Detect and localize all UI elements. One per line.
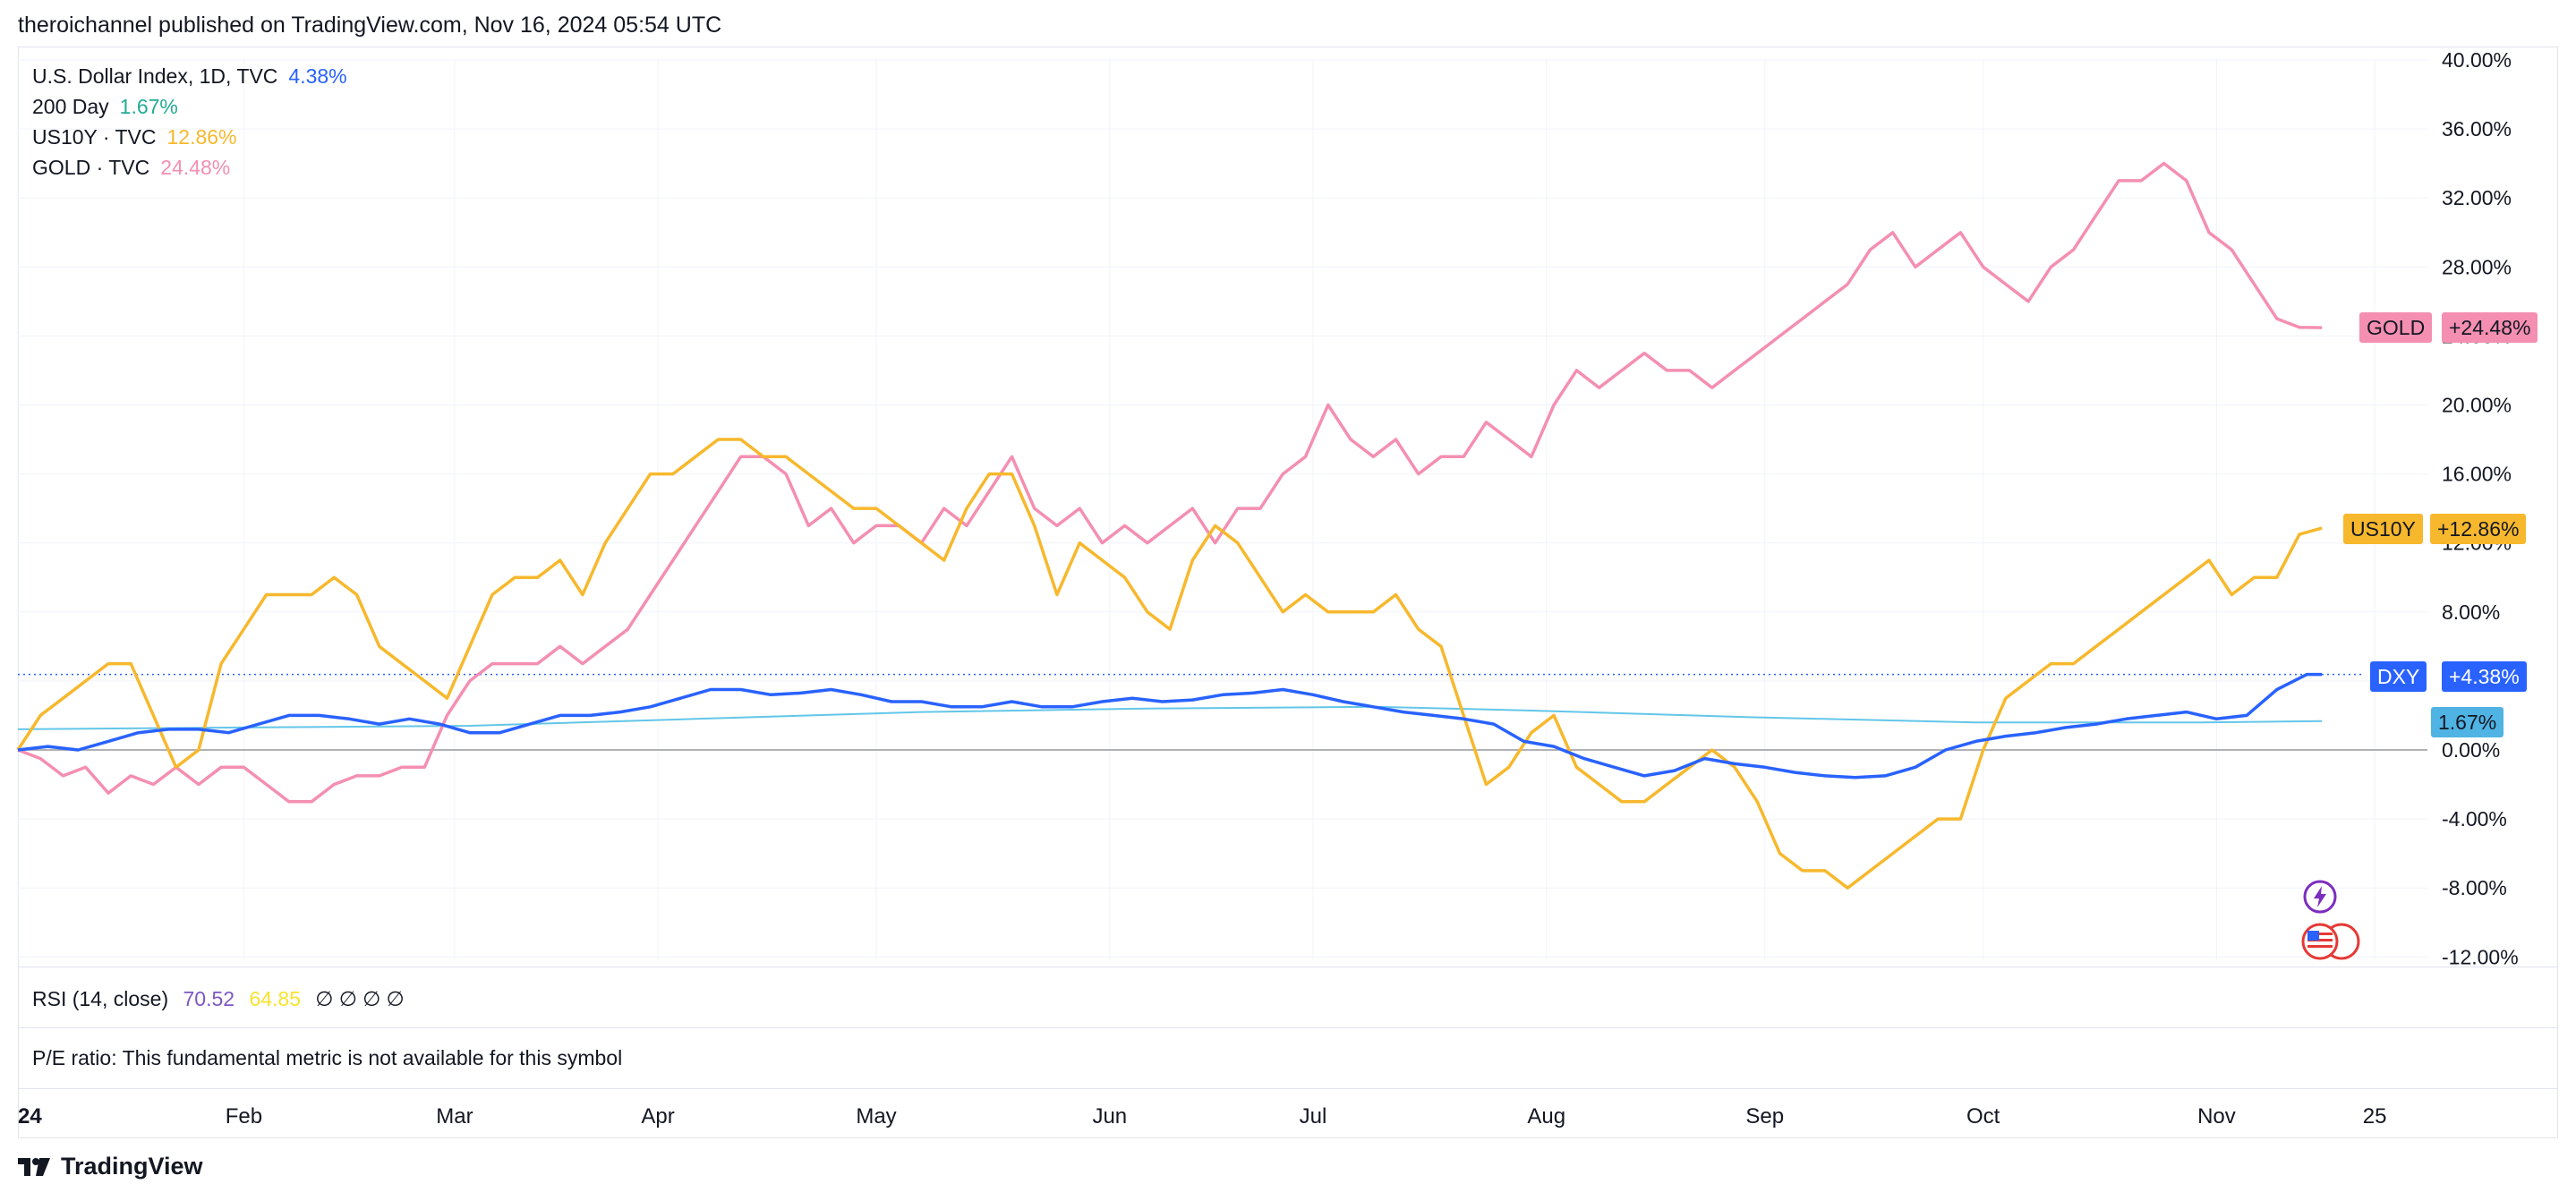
legend-label: GOLD · TVC — [32, 156, 150, 179]
rsi-value-2: 64.85 — [249, 987, 302, 1010]
legend-value: 1.67% — [119, 95, 178, 118]
x-tick-label: Feb — [226, 1104, 262, 1129]
legend-label: U.S. Dollar Index, 1D, TVC — [32, 64, 278, 88]
legend-row-200day[interactable]: 200 Day 1.67% — [32, 91, 347, 122]
series-line-dxy — [17, 672, 2323, 779]
gold-name-tag: GOLD — [2359, 312, 2433, 343]
legend-value: 4.38% — [288, 64, 347, 88]
legend-row-dxy[interactable]: U.S. Dollar Index, 1D, TVC 4.38% — [32, 61, 347, 91]
y-tick-label: -12.00% — [2442, 945, 2519, 968]
series-line-200-day — [17, 705, 2323, 730]
footer-brand[interactable]: TradingView — [18, 1153, 203, 1180]
lightning-icon[interactable] — [2302, 879, 2338, 915]
y-tick-label: 40.00% — [2442, 48, 2512, 72]
rsi-value-1: 70.52 — [183, 987, 235, 1010]
x-tick-label: 24 — [18, 1104, 42, 1129]
legend-label: US10Y · TVC — [32, 125, 157, 149]
y-tick-label: -8.00% — [2442, 876, 2507, 899]
y-tick-label: -4.00% — [2442, 807, 2507, 830]
dxy-value-tag: +4.38% — [2442, 661, 2527, 692]
x-axis[interactable] — [18, 1088, 2558, 1138]
y-tick-label: 0.00% — [2442, 738, 2500, 762]
rsi-pane[interactable]: RSI (14, close) 70.52 64.85 ∅ ∅ ∅ ∅ — [18, 967, 2558, 1027]
footer-brand-text: TradingView — [61, 1153, 203, 1180]
x-tick-label: Oct — [1966, 1104, 2000, 1129]
legend-row-gold[interactable]: GOLD · TVC 24.48% — [32, 152, 347, 183]
x-tick-label: Apr — [641, 1104, 674, 1129]
publish-header: theroichannel published on TradingView.c… — [18, 13, 722, 38]
x-tick-label: 25 — [2363, 1104, 2387, 1129]
y-tick-label: 32.00% — [2442, 186, 2512, 209]
y-tick-label: 8.00% — [2442, 600, 2500, 624]
gold-value-tag: +24.48% — [2442, 312, 2538, 343]
y-tick-label: 36.00% — [2442, 117, 2512, 141]
x-tick-label: Jul — [1300, 1104, 1327, 1129]
x-tick-label: Nov — [2197, 1104, 2236, 1129]
pe-text: P/E ratio: This fundamental metric is no… — [32, 1046, 623, 1069]
y-tick-label: 20.00% — [2442, 394, 2512, 417]
rsi-label: RSI (14, close) — [32, 987, 169, 1010]
legend-value: 12.86% — [166, 125, 237, 149]
tradingview-logo-icon — [18, 1157, 50, 1176]
ma-value-tag: 1.67% — [2431, 707, 2504, 737]
legend: U.S. Dollar Index, 1D, TVC 4.38% 200 Day 1… — [32, 61, 347, 183]
us10y-value-tag: +12.86% — [2430, 514, 2527, 544]
x-tick-label: Aug — [1527, 1104, 1565, 1129]
y-tick-label: 16.00% — [2442, 463, 2512, 486]
y-tick-label: 28.00% — [2442, 255, 2512, 278]
series-line-gold — [17, 161, 2323, 804]
legend-label: 200 Day — [32, 95, 109, 118]
series-line-us10y — [16, 438, 2323, 890]
x-tick-label: Jun — [1092, 1104, 1127, 1129]
us10y-name-tag: US10Y — [2343, 514, 2423, 544]
rsi-null-values: ∅ ∅ ∅ ∅ — [315, 987, 405, 1010]
dxy-name-tag: DXY — [2370, 661, 2427, 692]
x-tick-label: May — [856, 1104, 896, 1129]
us-flag-icon[interactable] — [2300, 922, 2363, 961]
legend-value: 24.48% — [160, 156, 231, 179]
x-tick-label: Mar — [436, 1104, 473, 1129]
legend-row-us10y[interactable]: US10Y · TVC 12.86% — [32, 122, 347, 152]
x-tick-label: Sep — [1745, 1104, 1784, 1129]
pe-pane[interactable]: P/E ratio: This fundamental metric is no… — [18, 1027, 2558, 1088]
